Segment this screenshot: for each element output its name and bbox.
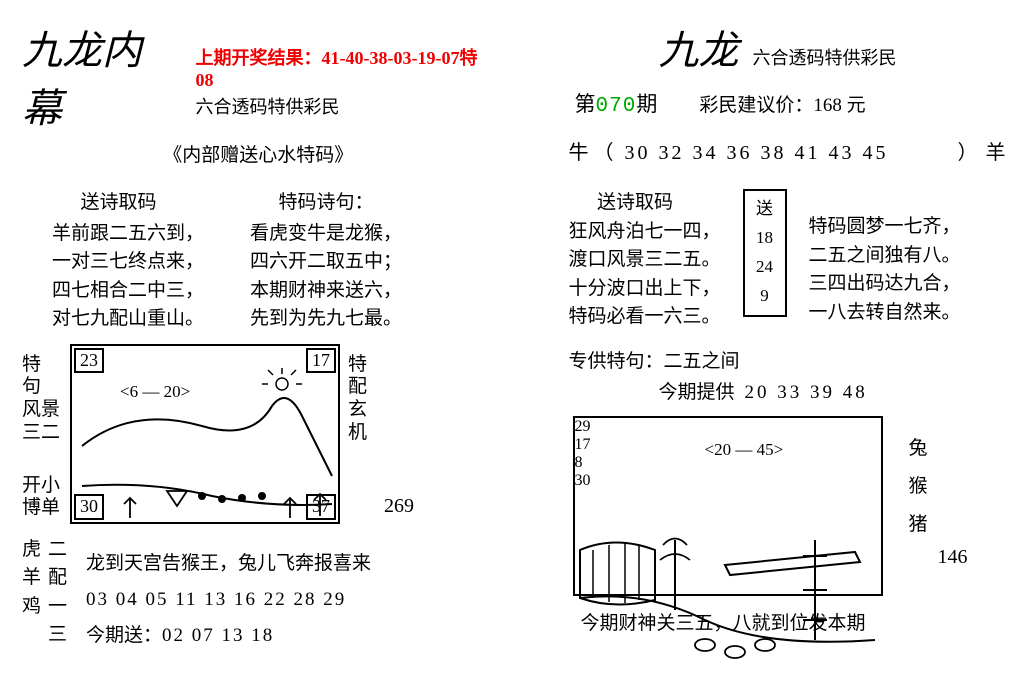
zodiac: 鸡 xyxy=(22,593,48,622)
pair-char: 一 xyxy=(48,593,74,622)
r-poem-right: 特码圆梦一七齐， 二五之间独有八。 三四出码达九合， 一八去转自然来。 xyxy=(809,213,961,327)
animal-right: 羊 xyxy=(986,142,1006,164)
tline1: 专供特句：二五之间 xyxy=(539,346,1012,373)
r-poem-line: 特码必看一六三。 xyxy=(569,303,721,332)
zodiac: 虎 xyxy=(22,536,48,565)
r-poem-left: 送诗取码 狂风舟泊七一四， 渡口风景三二五。 十分波口出上下， 特码必看一六三。 xyxy=(569,189,721,332)
tline-val: 二五之间 xyxy=(664,351,740,372)
issue-suffix: 期 xyxy=(636,92,657,116)
left-panel: 九龙内幕 上期开奖结果：41-40-38-03-19-07特08 六合透码特供彩… xyxy=(0,0,517,665)
animal-nums: （ 30 32 34 36 38 41 43 45 ） xyxy=(594,142,981,164)
zodiac: 兔 xyxy=(909,430,928,468)
poem2-line: 四六开二取五中； xyxy=(250,248,402,277)
price: 彩民建议价：168 元 xyxy=(699,90,865,117)
tline-nums: 20 33 39 48 xyxy=(745,382,868,403)
right-panel: 九龙 六合透码特供彩民 第070期 彩民建议价：168 元 牛 （ 30 32 … xyxy=(517,0,1033,665)
r-poem-line: 三四出码达九合， xyxy=(809,270,961,299)
poem2-line: 先到为先九七最。 xyxy=(250,305,402,334)
poem2-line: 看虎变牛是龙猴， xyxy=(250,220,402,249)
poem1-line: 对七九配山重山。 xyxy=(52,305,204,334)
send-head: 送 xyxy=(753,195,777,224)
right-drawing: 29 17 8 30 <20 — 45> xyxy=(573,416,883,596)
poem2-head: 特码诗句： xyxy=(250,189,402,218)
animal-row: 牛 （ 30 32 34 36 38 41 43 45 ） 羊 xyxy=(539,136,1012,165)
poem1-line: 四七相合二中三， xyxy=(52,277,204,306)
right-vertical-label: 特 配 玄 机 xyxy=(348,354,376,445)
r-poem-line: 十分波口出上下， xyxy=(569,275,721,304)
v-char: 玄 xyxy=(348,399,376,422)
r-num: 146 xyxy=(938,546,968,569)
side-label: 开小博单 xyxy=(22,475,70,521)
right-subtitle: 六合透码特供彩民 xyxy=(753,44,897,70)
label: 今期送： xyxy=(86,625,162,646)
pair-vertical: 二 配 一 三 xyxy=(48,536,74,650)
poem2: 特码诗句： 看虎变牛是龙猴， 四六开二取五中； 本期财神来送六， 先到为先九七最… xyxy=(250,189,402,334)
issue: 第070期 xyxy=(575,88,658,118)
tline-label: 专供特句： xyxy=(569,351,664,372)
r-poem-line: 特码圆梦一七齐， xyxy=(809,213,961,242)
poem2-line: 本期财神来送六， xyxy=(250,277,402,306)
send-num: 24 xyxy=(753,253,777,282)
pair-char: 二 xyxy=(48,536,74,565)
left-drawing: 23 17 30 37 <6 — 20> xyxy=(70,344,340,524)
pair-char: 配 xyxy=(48,564,74,593)
animal-left: 牛 xyxy=(569,142,589,164)
right-title: 九龙 xyxy=(659,18,739,76)
sketch-svg xyxy=(72,346,342,526)
sketch-svg xyxy=(575,490,885,670)
num-list: 03 04 05 11 13 16 22 28 29 xyxy=(86,582,371,618)
send-num: 9 xyxy=(753,282,777,311)
poem1-line: 一对三七终点来， xyxy=(52,248,204,277)
r-poem-line: 渡口风景三二五。 xyxy=(569,246,721,275)
send-num: 18 xyxy=(753,224,777,253)
num-list: 02 07 13 18 xyxy=(162,625,274,646)
zodiac-vertical: 虎 羊 鸡 xyxy=(22,536,48,622)
left-side-vertical: 特 句 风景三二 开小博单 xyxy=(22,354,70,521)
issue-label: 第 xyxy=(575,92,596,116)
num-after-pic: 269 xyxy=(384,495,414,518)
v-char: 特 xyxy=(348,354,376,377)
range-label: <20 — 45> xyxy=(705,440,784,460)
left-subheading: 《内部赠送心水特码》 xyxy=(22,140,495,167)
v-char: 配 xyxy=(348,376,376,399)
zodiac: 猪 xyxy=(909,506,928,544)
side-label: 特 句 xyxy=(22,354,70,400)
r-poem-line: 狂风舟泊七一四， xyxy=(569,218,721,247)
issue-num: 070 xyxy=(596,95,637,118)
pair-char: 三 xyxy=(48,621,74,650)
side-label: 风景三二 xyxy=(22,399,70,445)
poem1-head: 送诗取码 xyxy=(52,189,204,218)
v-char: 机 xyxy=(348,422,376,445)
sentence: 龙到天宫告猴王，兔儿飞奔报喜来 xyxy=(86,546,371,582)
send-box: 送 18 24 9 xyxy=(743,189,787,317)
tline-label: 今期提供 xyxy=(659,382,735,403)
poem1: 送诗取码 羊前跟二五六到， 一对三七终点来， 四七相合二中三， 对七九配山重山。 xyxy=(52,189,204,334)
r-zodiac-vertical: 兔 猴 猪 xyxy=(909,430,928,544)
zodiac: 猴 xyxy=(909,468,928,506)
left-subtitle: 六合透码特供彩民 xyxy=(195,93,494,119)
r-poem-line: 二五之间独有八。 xyxy=(809,242,961,271)
lines-col: 龙到天宫告猴王，兔儿飞奔报喜来 03 04 05 11 13 16 22 28 … xyxy=(86,546,371,654)
r-poem-line: 一八去转自然来。 xyxy=(809,299,961,328)
r-poem-head: 送诗取码 xyxy=(569,189,721,218)
prev-result: 上期开奖结果：41-40-38-03-19-07特08 xyxy=(195,44,494,91)
corner-num: 30 xyxy=(575,472,881,490)
poem1-line: 羊前跟二五六到， xyxy=(52,220,204,249)
zodiac: 羊 xyxy=(22,564,48,593)
tline2: 今期提供 20 33 39 48 xyxy=(539,377,1012,404)
corner-num: 29 xyxy=(575,418,881,436)
left-title: 九龙内幕 xyxy=(22,18,181,134)
